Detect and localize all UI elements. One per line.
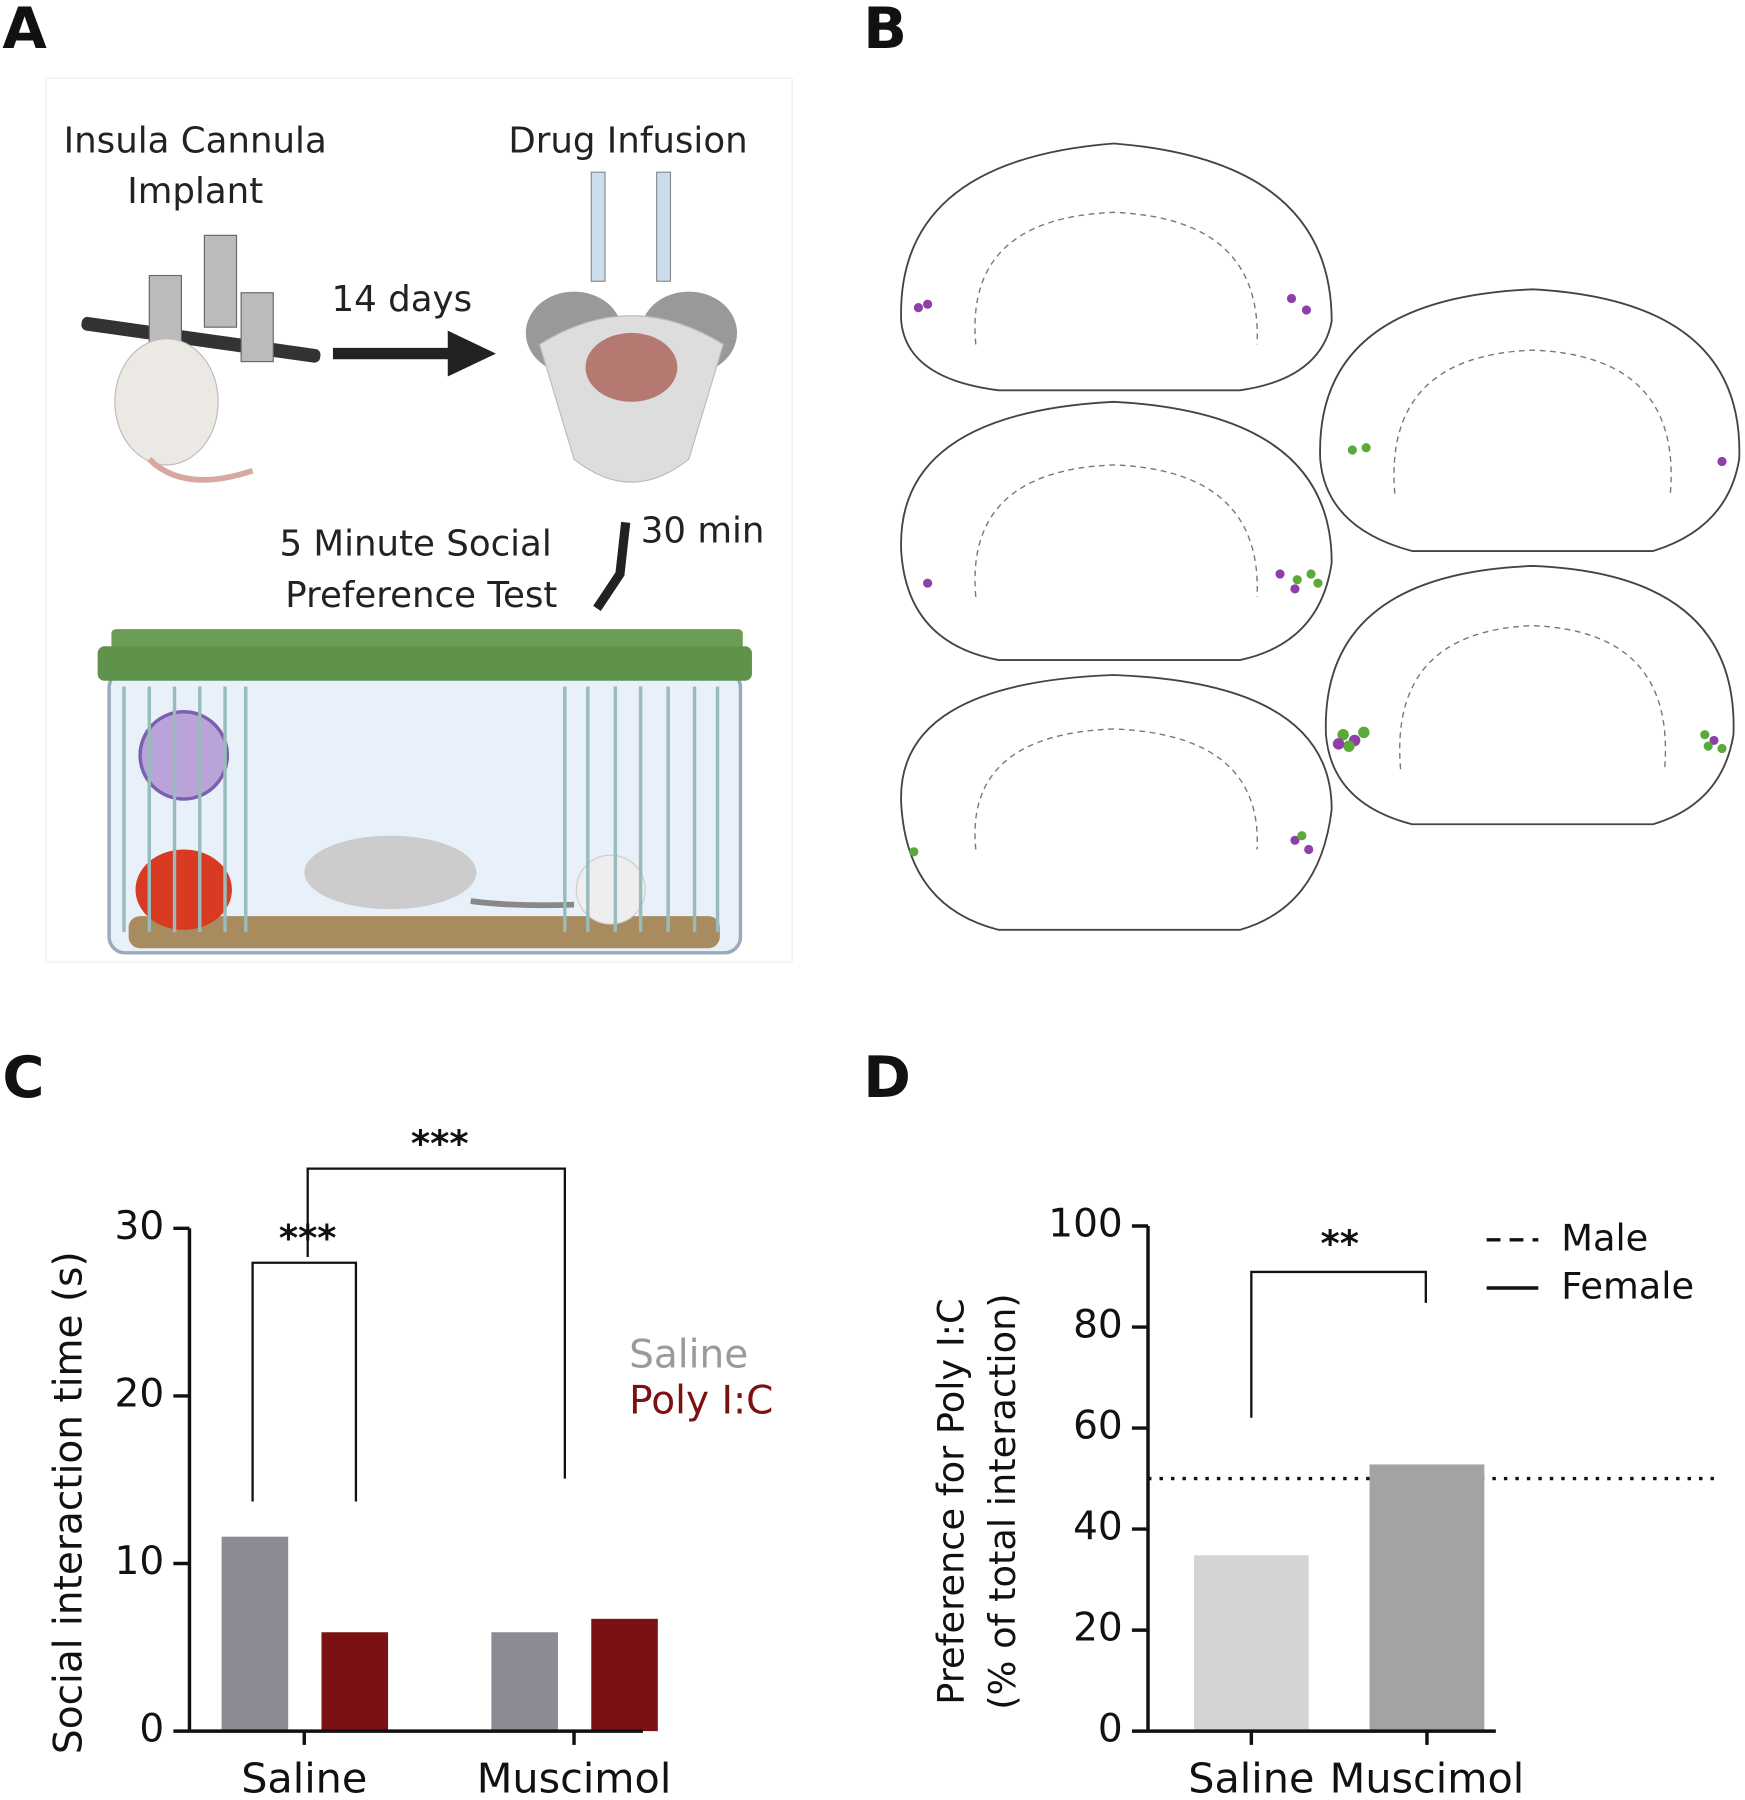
y-tick-label: 0 (139, 1707, 164, 1752)
step-label: Preference Test (285, 575, 557, 616)
brain-section (1325, 565, 1735, 826)
stereotax-block (203, 234, 238, 328)
mouse (304, 835, 477, 910)
y-tick-label: 20 (1073, 1606, 1123, 1651)
y-tick-label: 80 (1073, 1303, 1123, 1348)
brain-section (900, 674, 1333, 931)
legend-label: Male (1561, 1216, 1648, 1259)
significance-label: ** (1321, 1222, 1359, 1265)
bar (491, 1632, 558, 1732)
mouse (135, 849, 232, 930)
step-label: Insula Cannula (64, 120, 327, 161)
legend-label: Poly I:C (629, 1378, 773, 1423)
panel-b (900, 142, 1741, 931)
step-label: Drug Infusion (508, 120, 747, 161)
y-tick-label: 60 (1073, 1404, 1123, 1449)
virus-icon (138, 710, 230, 801)
panel-label: C (2, 1044, 44, 1111)
brain-section (900, 400, 1333, 661)
brain (585, 332, 678, 402)
arrow (447, 330, 496, 377)
y-axis-label: Preference for Poly I:C (929, 1298, 972, 1704)
rat-tail (147, 457, 254, 483)
y-tick-label: 10 (115, 1539, 165, 1584)
y-tick-label: 30 (115, 1204, 165, 1249)
bar (1193, 1555, 1309, 1732)
legend-label: Saline (629, 1332, 748, 1377)
significance-bracket (251, 1261, 358, 1502)
significance-bracket (1250, 1270, 1427, 1418)
x-tick-label: Saline (241, 1755, 367, 1800)
bar (1369, 1464, 1485, 1732)
y-tick-label: 20 (115, 1371, 165, 1416)
step-label: 5 Minute Social (279, 523, 551, 564)
bar (221, 1536, 289, 1732)
x-tick-label: Saline (1188, 1755, 1314, 1800)
significance-bracket (306, 1167, 566, 1479)
mouse (575, 854, 646, 925)
stereotax-block (240, 292, 274, 363)
y-tick-label: 100 (1048, 1202, 1122, 1247)
brain-section (1319, 288, 1741, 552)
cage-lid (111, 629, 743, 650)
y-tick-label: 40 (1073, 1505, 1123, 1550)
x-tick-label: Muscimol (477, 1755, 672, 1800)
arrow (593, 521, 631, 611)
interval-label: 30 min (641, 511, 765, 552)
brain-section (900, 142, 1333, 392)
panel-label: A (2, 0, 47, 62)
bedding (128, 916, 720, 949)
legend-label: Female (1561, 1265, 1694, 1308)
bar (591, 1618, 658, 1732)
y-axis-label: Social interaction time (s) (47, 1251, 92, 1754)
rat (114, 338, 219, 466)
cage-lid (97, 646, 752, 681)
cage-bars (122, 686, 720, 933)
mouse-tail (470, 898, 575, 909)
y-tick-label: 0 (1098, 1707, 1123, 1752)
x-tick-label: Muscimol (1330, 1755, 1525, 1800)
panel-a: Insula Cannula Implant Drug Infusion 14 … (45, 77, 793, 963)
syringe (656, 171, 672, 282)
interval-label: 14 days (332, 279, 473, 320)
bar (321, 1632, 389, 1732)
panel-label: B (863, 0, 907, 62)
step-label: Implant (127, 171, 263, 212)
y-axis-label: (% of total interaction) (981, 1293, 1024, 1710)
syringe (590, 171, 606, 282)
stereotax-block (148, 274, 183, 345)
panel-label: D (863, 1044, 911, 1111)
significance-label: *** (411, 1122, 469, 1165)
